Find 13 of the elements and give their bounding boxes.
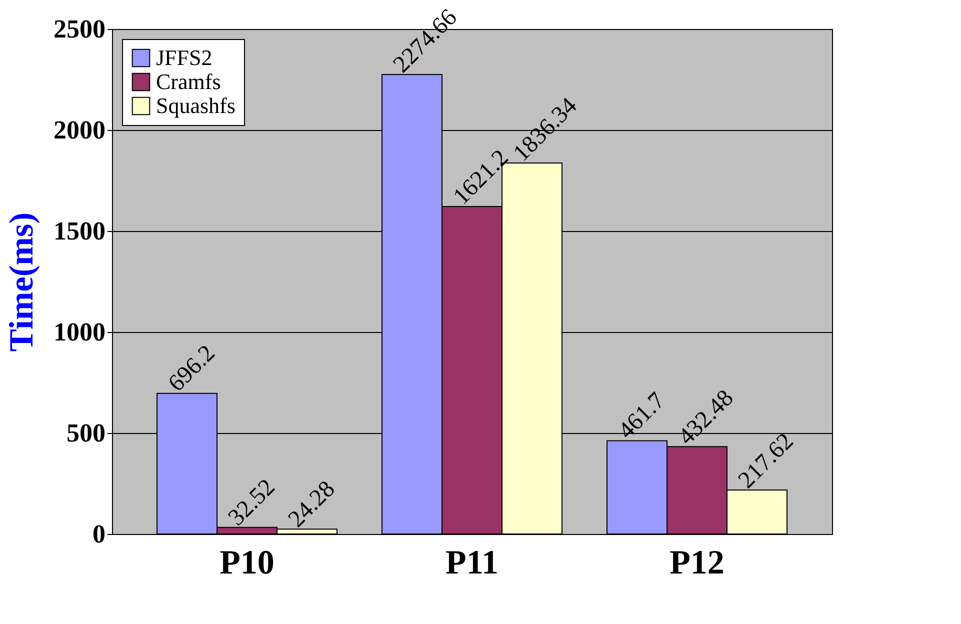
- y-axis-title: Time(ms): [4, 212, 40, 352]
- x-tick-label: P11: [446, 544, 498, 582]
- legend-label: Cramfs: [156, 69, 221, 94]
- legend-label: JFFS2: [156, 45, 212, 70]
- y-tick-label: 0: [92, 520, 106, 548]
- legend-label: Squashfs: [156, 93, 236, 118]
- x-tick-label: P12: [670, 544, 724, 582]
- y-tick-label: 2000: [54, 116, 106, 144]
- x-tick-label: P10: [220, 544, 274, 582]
- y-tick-label: 2500: [54, 14, 106, 44]
- y-tick-label: 1000: [54, 318, 106, 346]
- y-tick-label: 500: [66, 418, 106, 448]
- y-tick-label: 1500: [54, 216, 106, 246]
